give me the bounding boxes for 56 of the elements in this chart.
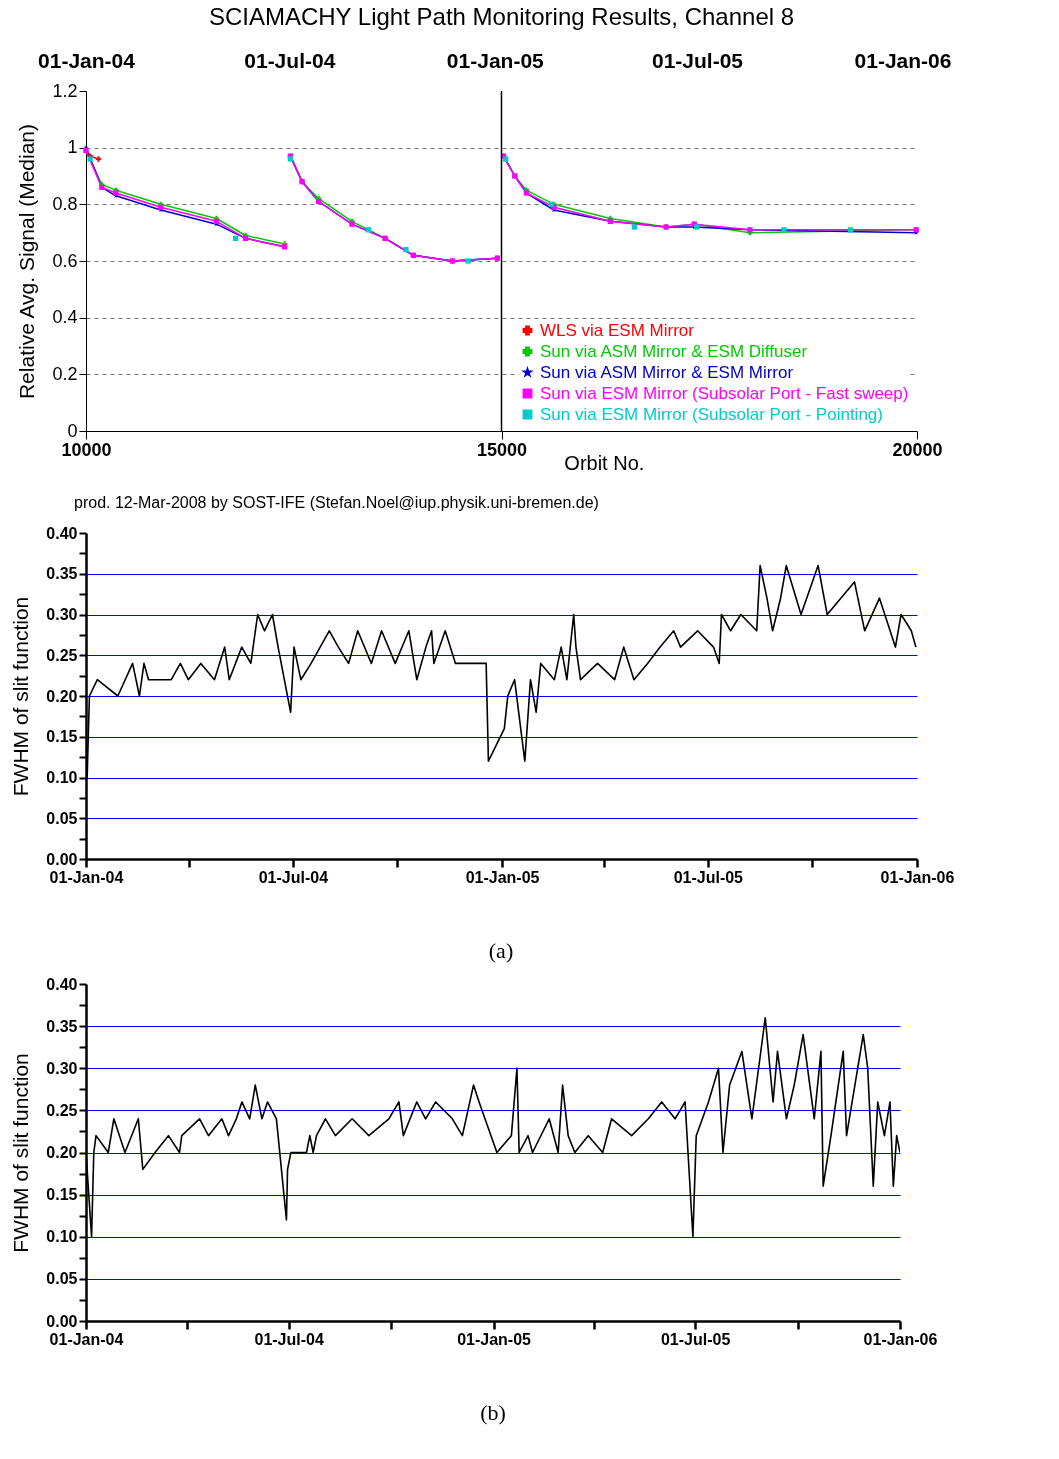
y-tick-label: 0.25: [46, 646, 78, 664]
x-tick-label: 01-Jan-05: [465, 868, 540, 886]
y-tick-label: 0.10: [46, 769, 78, 786]
x-tick-label: 01-Jan-05: [457, 1330, 532, 1348]
y-axis-title: FWHM of slit function: [9, 596, 33, 797]
text: (a): [488, 938, 514, 963]
x-tick-label: 01-Jul-04: [254, 1330, 324, 1348]
y-tick-label: 0.25: [46, 1101, 78, 1119]
y-tick-label: 0.40: [46, 975, 78, 993]
y-tick-label: 0.05: [46, 1270, 78, 1288]
y-tick-label: 0: [67, 420, 78, 441]
y-axis-title: FWHM of slit function: [9, 1053, 33, 1253]
legend-label: Sun via ASM Mirror & ESM Diffuser: [540, 341, 808, 361]
x2-tick-label: 01-Jan-04: [38, 48, 136, 72]
legend-label: Sun via ESM Mirror (Subsolar Port - Pointing): [540, 404, 883, 424]
x2-tick-label: 01-Jul-04: [244, 48, 336, 72]
legend-label: WLS via ESM Mirror: [540, 320, 695, 340]
legend-label: Sun via ESM Mirror (Subsolar Port - Fast sweep): [540, 383, 909, 403]
x2-tick-label: 01-Jan-06: [854, 48, 952, 72]
y-axis-title: Relative Avg. Signal (Median): [15, 123, 39, 400]
x2-tick-label: 01-Jul-05: [651, 48, 744, 72]
y-tick-label: 0.6: [52, 250, 78, 271]
y-tick-label: 0.35: [46, 565, 78, 583]
y-tick-label: 0.4: [52, 307, 78, 328]
x-tick-label: 01-Jan-06: [880, 868, 955, 886]
y-tick-label: 0.15: [46, 728, 78, 746]
y-tick-label: 0.05: [46, 809, 78, 827]
y-tick-label: 0.8: [52, 193, 78, 214]
x-tick-label: 15000: [476, 439, 528, 460]
x-tick-label: 01-Jan-04: [49, 1330, 124, 1348]
x-tick-label: 10000: [61, 439, 112, 460]
chart-title: SCIAMACHY Light Path Monitoring Results, Channel 8: [208, 3, 795, 30]
y-tick-label: 0.10: [46, 1228, 78, 1246]
text: (b): [480, 1400, 506, 1425]
y-tick-label: 0.30: [46, 1059, 78, 1077]
y-tick-label: 1: [67, 137, 78, 158]
x2-tick-label: 01-Jan-05: [446, 48, 545, 72]
x-tick-label: 01-Jul-05: [660, 1330, 731, 1348]
legend-label: Sun via ASM Mirror & ESM Mirror: [540, 362, 794, 382]
y-tick-label: 0.20: [46, 687, 78, 705]
y-tick-label: 0.00: [46, 850, 78, 868]
x-tick-label: 20000: [892, 439, 943, 460]
y-tick-label: 0.00: [46, 1312, 78, 1330]
y-tick-label: 0.40: [46, 524, 78, 542]
x-tick-label: 01-Jan-04: [49, 868, 124, 886]
x-axis-title: Orbit No.: [564, 451, 645, 474]
text: prod. 12-Mar-2008 by SOST-IFE (Stefan.Noel@iup.physik.uni-bremen.de): [74, 494, 599, 511]
x-tick-label: 01-Jan-06: [863, 1330, 938, 1348]
y-tick-label: 0.15: [46, 1186, 78, 1204]
y-tick-label: 1.2: [52, 80, 78, 101]
x-tick-label: 01-Jul-05: [673, 868, 744, 886]
x-tick-label: 01-Jul-04: [258, 868, 329, 886]
y-tick-label: 0.20: [46, 1144, 78, 1161]
y-tick-label: 0.35: [46, 1017, 78, 1035]
y-tick-label: 0.30: [46, 606, 78, 623]
y-tick-label: 0.2: [52, 363, 78, 384]
